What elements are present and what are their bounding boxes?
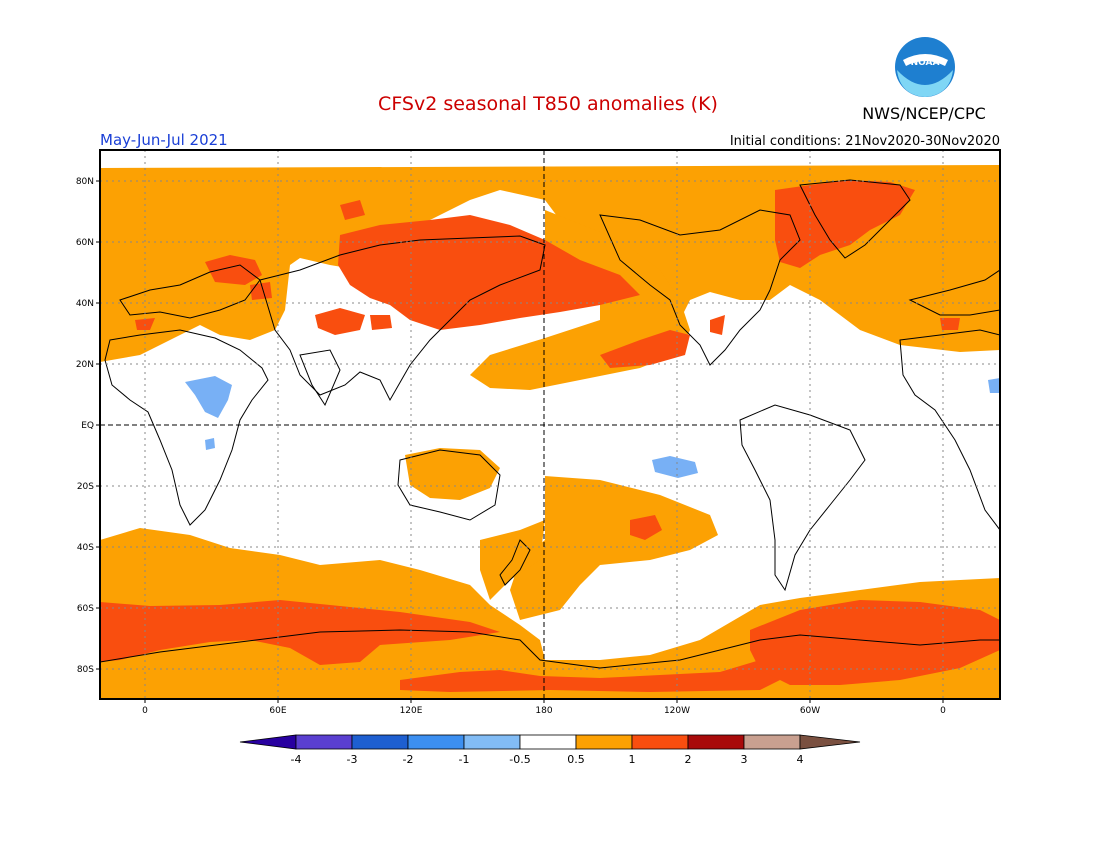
colorbar-min-arrow — [239, 734, 297, 750]
colorbar-max-arrow — [799, 734, 861, 750]
colorbar-swatch — [575, 734, 633, 750]
lat-label: EQ — [81, 421, 94, 431]
lat-ticks — [96, 180, 100, 670]
colorbar-swatch — [519, 734, 577, 750]
lon-label: 0 — [142, 706, 148, 716]
lon-label: 120W — [664, 706, 690, 716]
lat-label: 60S — [77, 604, 94, 614]
lat-label: 20S — [77, 482, 94, 492]
colorbar-swatch — [463, 734, 521, 750]
colorbar-labels: -4 -3 -2 -1 -0.5 0.5 1 2 3 4 — [291, 753, 804, 766]
colorbar-swatch — [687, 734, 745, 750]
colorbar-label: -3 — [347, 753, 358, 766]
colorbar-label: 0.5 — [567, 753, 585, 766]
colorbar-label: 2 — [685, 753, 692, 766]
colorbar-swatch — [351, 734, 409, 750]
colorbar-label: -4 — [291, 753, 302, 766]
colorbar-label: 3 — [741, 753, 748, 766]
source-label: NWS/NCEP/CPC — [862, 104, 986, 123]
lat-label: 60N — [76, 238, 94, 248]
colorbar-swatch — [407, 734, 465, 750]
lon-label: 120E — [400, 706, 423, 716]
initial-conditions-label: Initial conditions: 21Nov2020-30Nov2020 — [730, 134, 1000, 149]
lon-label: 60W — [800, 706, 820, 716]
colorbar-label: -1 — [459, 753, 470, 766]
lat-label: 80N — [76, 177, 94, 187]
noaa-logo: NOAA — [895, 37, 955, 97]
lat-lon-grid — [100, 150, 1000, 699]
lon-labels: 0 60E 120E 180 120W 60W 0 — [142, 706, 946, 716]
lat-labels: 80N 60N 40N 20N EQ 20S 40S 60S 80S — [76, 177, 94, 675]
reference-lines — [100, 150, 1000, 699]
lat-label: 20N — [76, 360, 94, 370]
anomaly-neg-0p5-to-1-regions — [185, 376, 1000, 478]
lat-label: 40N — [76, 299, 94, 309]
lon-label: 60E — [269, 706, 286, 716]
period-label: May-Jun-Jul 2021 — [100, 131, 228, 149]
colorbar-label: -2 — [403, 753, 414, 766]
noaa-logo-text: NOAA — [911, 58, 940, 68]
colorbar-swatch — [743, 734, 801, 750]
map-title: CFSv2 seasonal T850 anomalies (K) — [378, 93, 718, 115]
colorbar-swatch — [631, 734, 689, 750]
lon-ticks — [144, 699, 944, 703]
coastlines — [100, 179, 1000, 669]
colorbar — [239, 734, 861, 750]
lat-label: 80S — [77, 665, 94, 675]
colorbar-swatch — [295, 734, 353, 750]
colorbar-label: -0.5 — [509, 753, 530, 766]
colorbar-label: 1 — [629, 753, 636, 766]
lat-label: 40S — [77, 543, 94, 553]
lon-label: 0 — [940, 706, 946, 716]
map-area — [100, 150, 1000, 699]
colorbar-label: 4 — [797, 753, 804, 766]
lon-label: 180 — [535, 706, 552, 716]
